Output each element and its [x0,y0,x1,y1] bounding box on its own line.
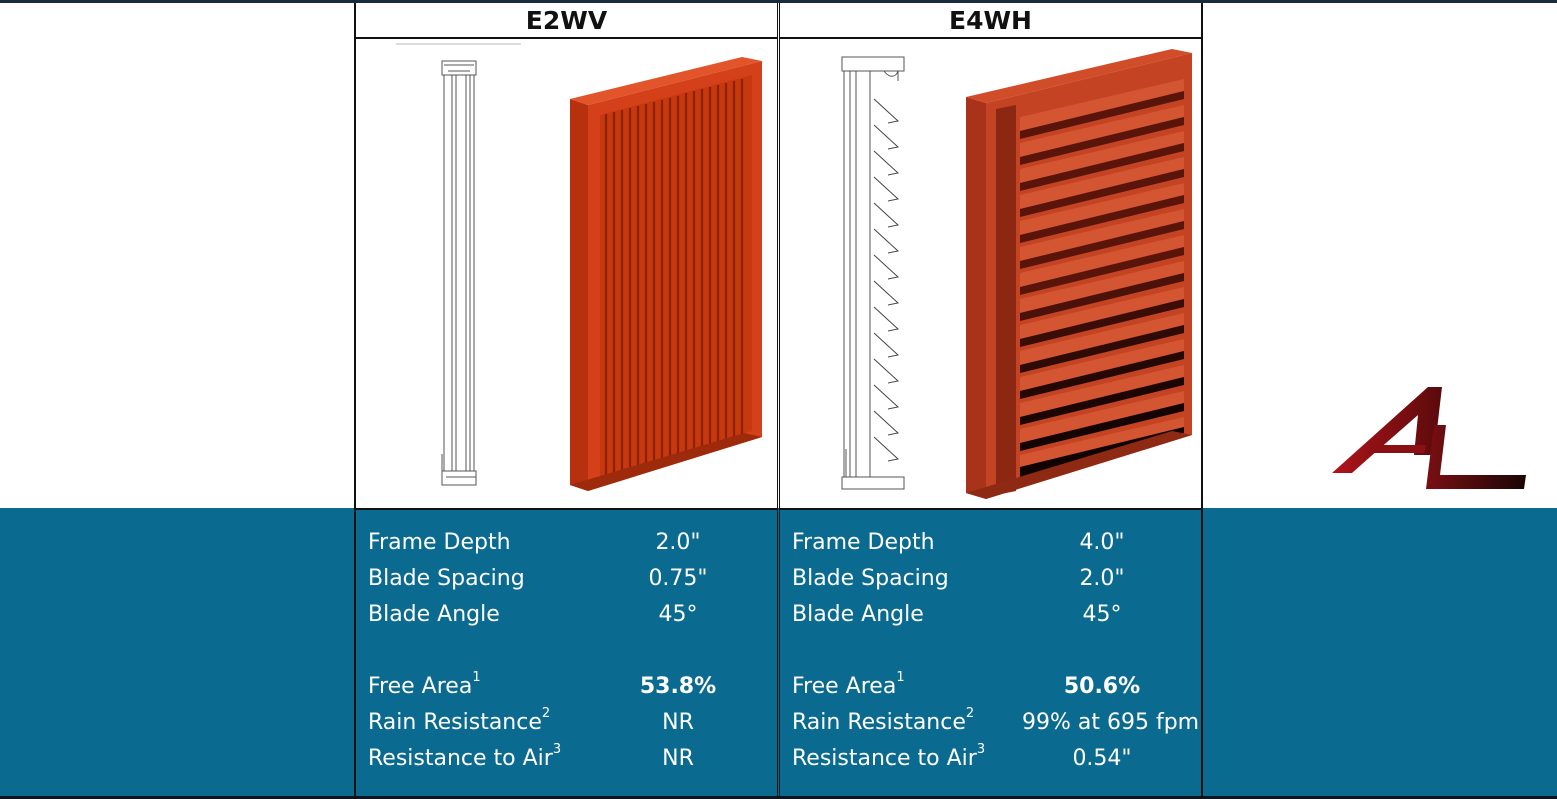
spec-row-blade-spacing: Blade Spacing 2.0" [792,566,1192,600]
e4wh-drawing [841,49,1192,499]
spec-value: 45° [658,602,698,627]
product-illustration [356,39,777,508]
spec-label: Rain Resistance2 [792,706,974,735]
product-column-e4wh: E4WH [779,3,1203,799]
e2wv-louver-panel [570,57,762,491]
divider [780,508,1201,510]
spec-row-resistance-to-air: Resistance to Air3 NR [368,742,768,780]
divider [356,508,777,510]
e4wh-blades [1020,79,1184,477]
spec-row-frame-depth: Frame Depth 2.0" [368,530,768,564]
spec-label-text: Free Area [368,674,473,699]
spec-value: 2.0" [655,530,701,555]
spec-value: 0.75" [648,566,708,591]
footnote-marker: 3 [976,742,986,757]
spec-row-blade-angle: Blade Angle 45° [368,602,768,636]
spec-value: 45° [1082,602,1122,627]
product-title: E2WV [356,3,777,39]
spec-label: Frame Depth [368,530,511,555]
spec-row-rain-resistance: Rain Resistance2 99% at 695 fpm [792,706,1200,744]
product-column-e2wv: E2WV [354,3,778,799]
spec-value: 2.0" [1079,566,1125,591]
product-title: E4WH [780,3,1201,39]
spec-row-rain-resistance: Rain Resistance2 NR [368,706,768,744]
spec-label: Blade Angle [368,602,500,627]
spec-label: Free Area1 [792,670,905,699]
top-rule [0,0,1557,3]
spec-label-text: Resistance to Air [368,746,553,771]
e4wh-louver-panel [966,49,1192,499]
e4wh-profile-drawing [841,56,905,490]
spec-value: 99% at 695 fpm [1022,710,1200,735]
spec-value: 4.0" [1079,530,1125,555]
spec-row-free-area: Free Area1 50.6% [792,670,1192,708]
spec-label-text: Rain Resistance [792,710,966,735]
spec-value: 0.54" [1072,746,1132,771]
spec-row-frame-depth: Frame Depth 4.0" [792,530,1192,564]
e2wv-drawing [396,43,762,491]
al-logo-icon [1330,385,1530,499]
spec-label: Blade Spacing [792,566,949,591]
spec-row-resistance-to-air: Resistance to Air3 0.54" [792,742,1192,780]
spec-row-blade-spacing: Blade Spacing 0.75" [368,566,768,600]
spec-row-blade-angle: Blade Angle 45° [792,602,1192,636]
spec-label: Free Area1 [368,670,481,699]
spec-row-free-area: Free Area1 53.8% [368,670,768,708]
product-illustration [780,39,1201,508]
spec-label: Rain Resistance2 [368,706,550,735]
footnote-marker: 2 [965,706,975,721]
spec-label-text: Free Area [792,674,897,699]
spec-label-text: Rain Resistance [368,710,542,735]
spec-value: 53.8% [639,674,717,699]
spec-label: Resistance to Air3 [792,742,985,771]
e2wv-profile-drawing [396,43,521,486]
footnote-marker: 1 [896,670,905,685]
spec-label: Blade Spacing [368,566,525,591]
spec-value: NR [662,746,694,771]
spec-label: Resistance to Air3 [368,742,561,771]
spec-label: Blade Angle [792,602,924,627]
spec-label-text: Resistance to Air [792,746,977,771]
bottom-rule [0,796,1557,799]
spec-band [0,508,1557,799]
footnote-marker: 1 [472,670,481,685]
spec-label: Frame Depth [792,530,935,555]
spec-value: 50.6% [1063,674,1141,699]
footnote-marker: 2 [541,706,551,721]
footnote-marker: 3 [552,742,562,757]
spec-value: NR [662,710,694,735]
